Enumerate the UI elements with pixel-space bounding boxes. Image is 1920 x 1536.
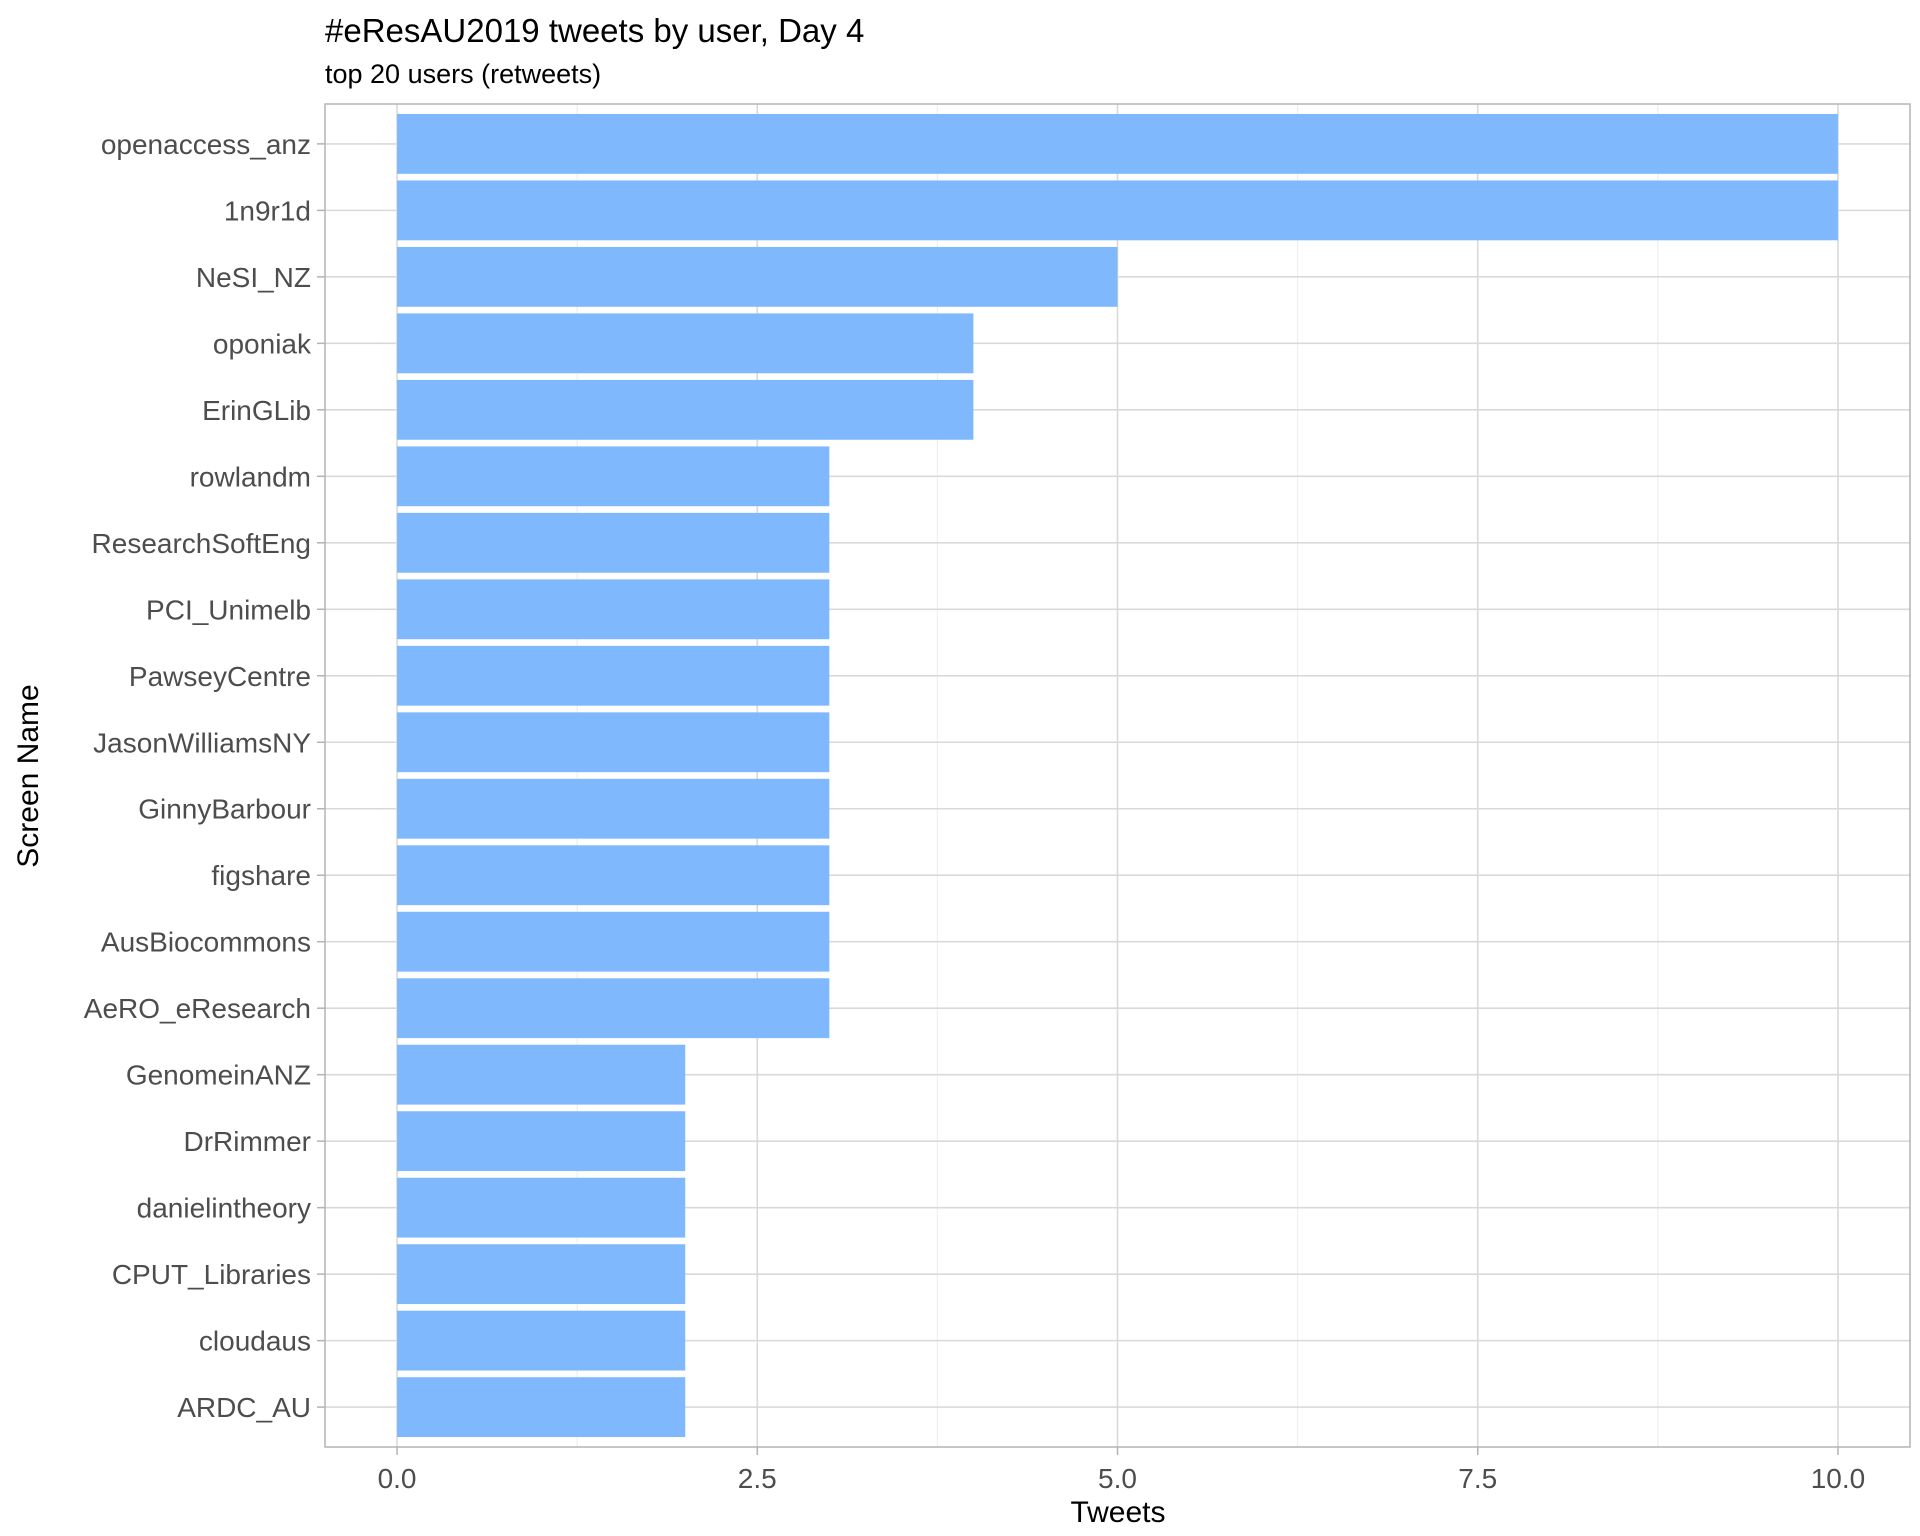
- bar-oponiak: [397, 313, 974, 374]
- y-tick-label: AeRO_eResearch: [84, 993, 311, 1024]
- bar-cloudaus: [397, 1310, 686, 1371]
- bar-GinnyBarbour: [397, 778, 830, 839]
- y-tick-label: DrRimmer: [183, 1126, 311, 1157]
- y-tick-label: cloudaus: [199, 1326, 311, 1357]
- bar-GenomeinANZ: [397, 1044, 686, 1105]
- bar-openaccess_anz: [397, 113, 1838, 174]
- bar-ErinGLib: [397, 379, 974, 440]
- y-axis-title: Screen Name: [12, 684, 45, 867]
- x-axis-ticks: 0.0 2.5 5.0 7.5 10.0: [378, 1447, 1866, 1494]
- x-tick-label: 0.0: [378, 1463, 417, 1494]
- bar-ResearchSoftEng: [397, 512, 830, 573]
- y-tick-label: PCI_Unimelb: [146, 594, 311, 625]
- bar-CPUT_Libraries: [397, 1244, 686, 1305]
- bar-DrRimmer: [397, 1111, 686, 1172]
- bar-AeRO_eResearch: [397, 978, 830, 1039]
- y-tick-label: openaccess_anz: [101, 129, 311, 160]
- y-tick-label: AusBiocommons: [101, 927, 311, 958]
- bar-AusBiocommons: [397, 911, 830, 972]
- y-tick-label: oponiak: [213, 328, 312, 359]
- y-tick-label: ResearchSoftEng: [92, 528, 311, 559]
- x-tick-label: 2.5: [738, 1463, 777, 1494]
- bar-danielintheory: [397, 1177, 686, 1238]
- bar-1n9r1d: [397, 180, 1838, 241]
- y-tick-label: rowlandm: [190, 461, 311, 492]
- y-tick-label: danielintheory: [137, 1193, 311, 1224]
- y-tick-label: NeSI_NZ: [196, 262, 311, 293]
- y-tick-label: JasonWilliamsNY: [93, 727, 311, 758]
- bars: [397, 113, 1838, 1438]
- y-tick-label: figshare: [211, 860, 311, 891]
- bar-rowlandm: [397, 446, 830, 507]
- y-tick-label: GinnyBarbour: [138, 794, 311, 825]
- y-tick-label: ErinGLib: [202, 395, 311, 426]
- chart-title: #eResAU2019 tweets by user, Day 4: [325, 12, 864, 49]
- chart-subtitle: top 20 users (retweets): [325, 59, 601, 89]
- y-tick-label: 1n9r1d: [224, 195, 311, 226]
- y-tick-label: PawseyCentre: [129, 661, 311, 692]
- x-tick-label: 5.0: [1098, 1463, 1137, 1494]
- bar-NeSI_NZ: [397, 246, 1118, 307]
- y-tick-label: CPUT_Libraries: [112, 1259, 311, 1290]
- bar-figshare: [397, 845, 830, 906]
- x-axis-title: Tweets: [1070, 1496, 1165, 1529]
- y-tick-label: ARDC_AU: [177, 1392, 311, 1423]
- x-tick-label: 7.5: [1458, 1463, 1497, 1494]
- y-tick-label: GenomeinANZ: [126, 1060, 311, 1091]
- bar-PCI_Unimelb: [397, 579, 830, 640]
- x-tick-label: 10.0: [1811, 1463, 1866, 1494]
- bar-ARDC_AU: [397, 1377, 686, 1438]
- bar-JasonWilliamsNY: [397, 712, 830, 773]
- bar-PawseyCentre: [397, 645, 830, 706]
